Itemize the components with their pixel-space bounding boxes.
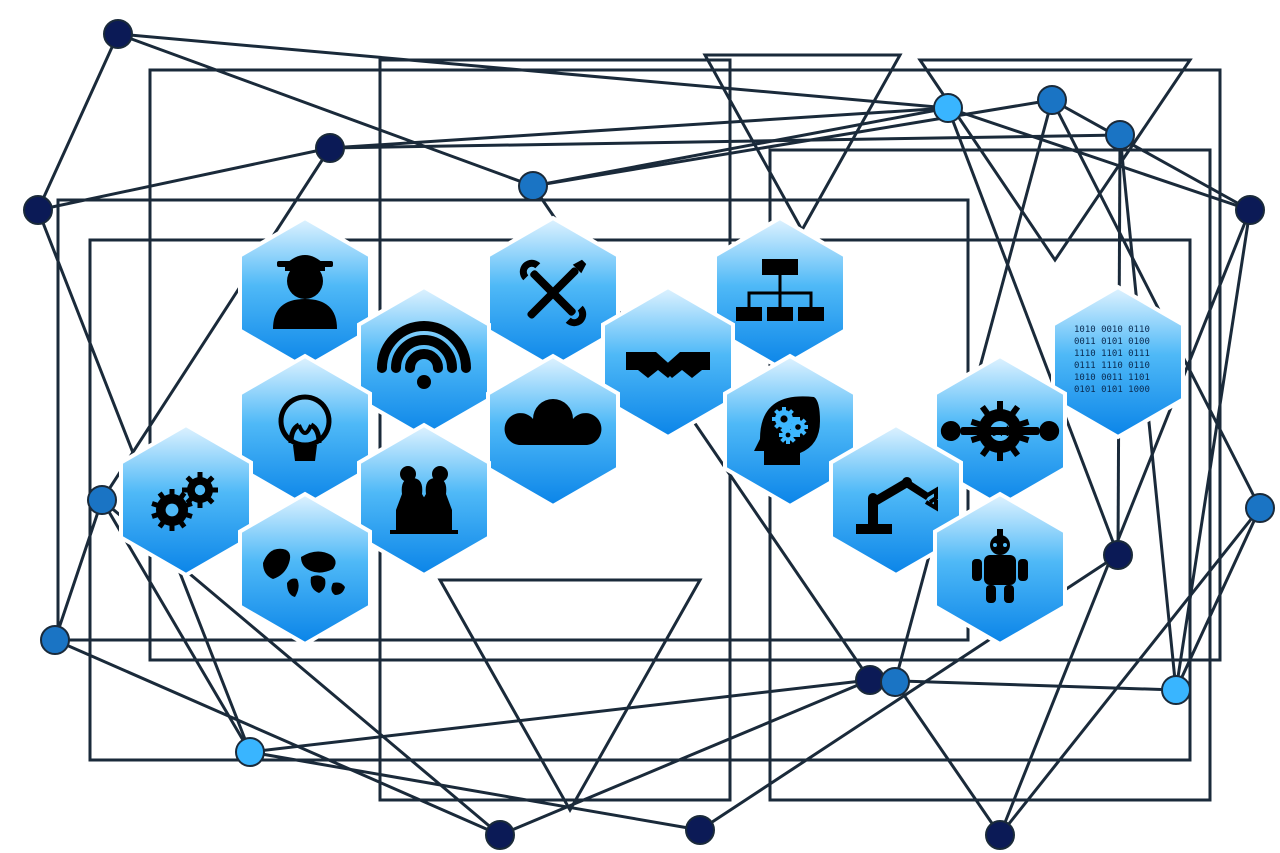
network-node <box>881 668 909 696</box>
hex-cloud <box>488 356 618 506</box>
network-node <box>104 20 132 48</box>
network-node <box>1104 541 1132 569</box>
binary-line: 1110 1101 0111 <box>1074 349 1150 359</box>
binary-line: 1010 0010 0110 <box>1074 325 1150 335</box>
network-edge <box>55 640 500 835</box>
network-edge <box>118 34 533 186</box>
bg-triangle <box>440 580 700 810</box>
binary-line: 0111 1110 0110 <box>1074 361 1150 371</box>
network-node <box>88 486 116 514</box>
binary-line: 0101 0101 1000 <box>1074 385 1150 395</box>
network-node <box>1038 86 1066 114</box>
network-node <box>1106 121 1134 149</box>
network-node <box>1162 676 1190 704</box>
diagram-canvas: 1010 0010 0110 0011 0101 0100 1110 1101 01… <box>0 0 1280 853</box>
hex-world-map <box>240 494 370 644</box>
network-node <box>686 816 714 844</box>
binary-line: 1010 0011 1101 <box>1074 373 1150 383</box>
hex-lightbulb <box>240 356 370 506</box>
service-label: Service <box>976 423 1024 440</box>
network-node <box>316 134 344 162</box>
network-edge <box>55 500 102 640</box>
binary-line: 0011 0101 0100 <box>1074 337 1150 347</box>
network-edge <box>38 34 118 210</box>
network-edge <box>250 752 700 830</box>
network-node <box>519 172 547 200</box>
network-node <box>1246 494 1274 522</box>
network-node <box>986 821 1014 849</box>
network-node <box>934 94 962 122</box>
hex-binary: 1010 0010 0110 0011 0101 0100 1110 1101 01… <box>1053 287 1183 437</box>
hex-gears <box>121 425 251 575</box>
network-lines-layer <box>38 34 1260 835</box>
network-edge <box>1176 210 1250 690</box>
network-node <box>236 738 264 766</box>
network-node <box>24 196 52 224</box>
network-node <box>856 666 884 694</box>
network-edge <box>500 680 870 835</box>
network-edge <box>250 680 870 752</box>
network-node <box>486 821 514 849</box>
network-node <box>1236 196 1264 224</box>
network-node <box>41 626 69 654</box>
